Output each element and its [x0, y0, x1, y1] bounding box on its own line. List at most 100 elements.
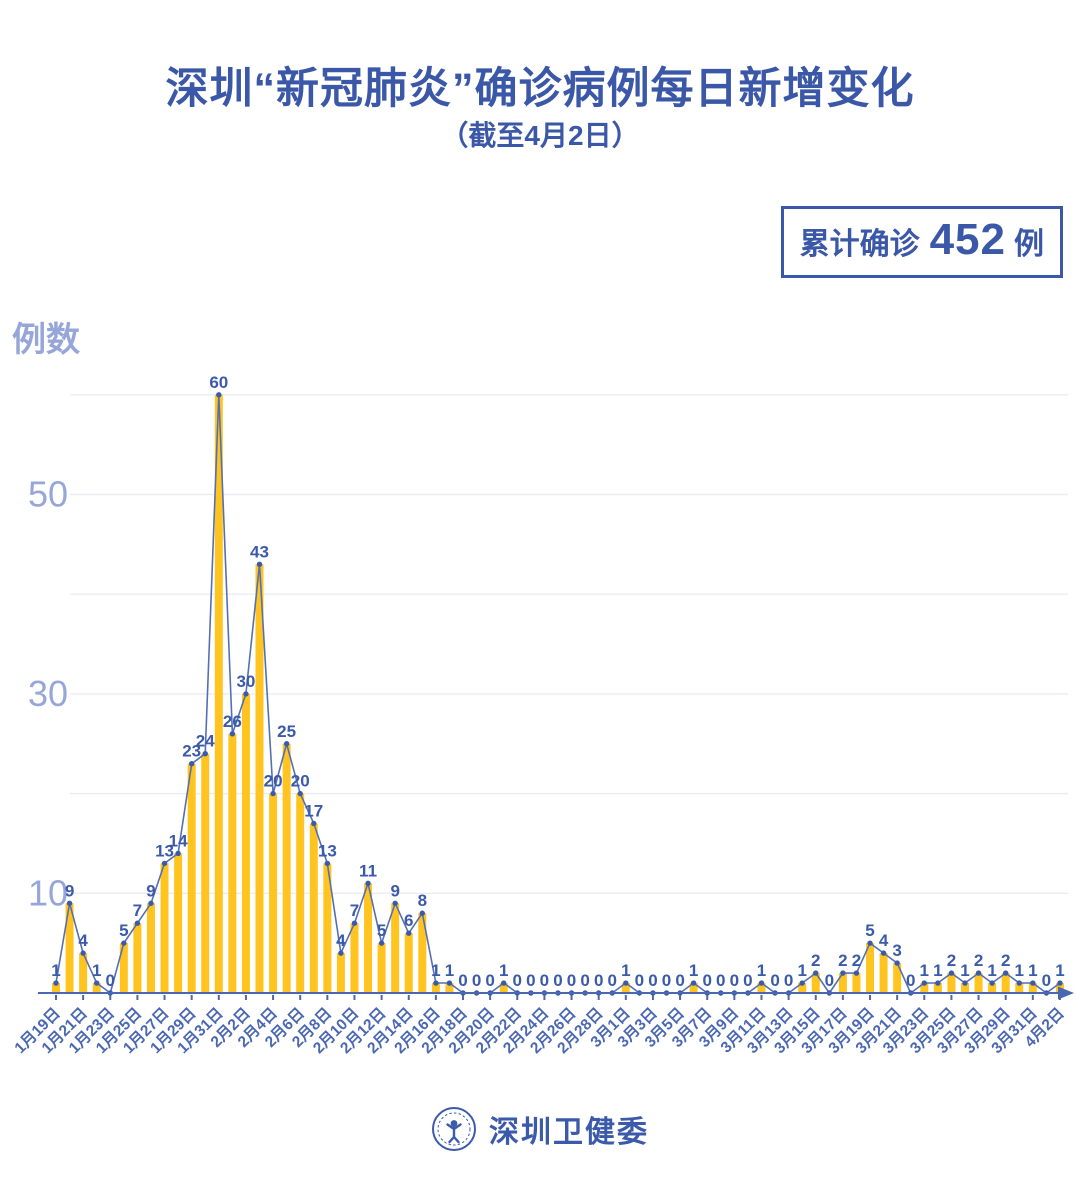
bar — [214, 394, 223, 993]
value-label: 5 — [377, 921, 386, 940]
value-label: 9 — [65, 881, 74, 900]
data-point — [161, 860, 168, 867]
data-point — [1002, 970, 1009, 976]
value-label: 1 — [1015, 961, 1024, 980]
data-point — [175, 850, 181, 857]
value-label: 1 — [499, 961, 508, 980]
value-label: 25 — [277, 722, 296, 741]
value-label: 0 — [906, 971, 915, 990]
value-label: 17 — [304, 802, 323, 821]
y-tick-label: 50 — [28, 474, 68, 515]
data-point — [948, 970, 955, 976]
data-point — [94, 980, 100, 986]
value-label: 26 — [223, 712, 242, 731]
data-point — [392, 900, 398, 906]
bar — [1001, 973, 1010, 993]
bar — [119, 943, 128, 993]
value-label: 13 — [155, 841, 174, 860]
cumulative-total-badge: 累计确诊 452 例 — [780, 206, 1063, 278]
value-label: 0 — [825, 971, 834, 990]
bar — [228, 733, 237, 993]
footer-org-name: 深圳卫健委 — [489, 1116, 649, 1149]
bar — [811, 973, 820, 993]
gridlines — [70, 394, 1068, 894]
y-tick-label: 10 — [28, 872, 68, 913]
bar — [92, 983, 101, 993]
data-point — [840, 970, 846, 976]
bar — [296, 793, 305, 993]
bar — [160, 863, 169, 993]
value-label: 0 — [458, 971, 467, 990]
bar — [336, 953, 345, 993]
bar — [255, 564, 264, 993]
y-axis-title: 例数 — [12, 321, 80, 359]
bar — [201, 753, 210, 993]
bar — [431, 983, 440, 993]
bar — [988, 983, 997, 993]
bars — [52, 394, 1064, 993]
data-point — [921, 980, 927, 986]
value-label: 3 — [892, 941, 901, 960]
bar — [621, 983, 630, 993]
value-label: 1 — [987, 961, 996, 980]
value-label: 0 — [635, 971, 644, 990]
data-point — [148, 900, 154, 906]
value-label: 0 — [594, 971, 603, 990]
bar — [1015, 983, 1024, 993]
badge-suffix: 例 — [1014, 228, 1044, 261]
page-subtitle: （截至4月2日） — [440, 120, 640, 151]
value-label: 0 — [526, 971, 535, 990]
page-title: 深圳“新冠肺炎”确诊病例每日新增变化 — [165, 65, 915, 113]
bar — [852, 973, 861, 993]
data-point — [1016, 980, 1022, 986]
data-point — [378, 940, 385, 946]
data-point — [351, 920, 358, 926]
value-label: 0 — [730, 971, 739, 990]
bar — [52, 983, 60, 993]
bar — [377, 943, 386, 993]
data-point — [53, 980, 59, 986]
data-point — [80, 950, 86, 956]
value-label: 11 — [359, 861, 377, 880]
data-point — [216, 392, 222, 398]
value-label: 0 — [784, 971, 793, 990]
value-label: 0 — [580, 971, 589, 990]
data-point — [202, 751, 208, 757]
value-label: 0 — [608, 971, 617, 990]
value-label: 4 — [78, 931, 88, 950]
bar — [309, 823, 318, 993]
value-label: 2 — [947, 951, 956, 970]
footer: 深圳卫健委 — [0, 1106, 1080, 1152]
data-point — [867, 940, 873, 946]
data-point — [134, 920, 141, 926]
bar — [187, 763, 196, 993]
data-point — [188, 760, 195, 767]
value-label: 0 — [553, 971, 562, 990]
data-point — [256, 561, 263, 567]
bar — [893, 963, 902, 993]
value-label: 4 — [336, 931, 346, 950]
bar — [757, 983, 766, 993]
value-label: 0 — [485, 971, 494, 990]
value-label: 0 — [540, 971, 549, 990]
value-label: 9 — [146, 881, 155, 900]
bar — [174, 853, 183, 993]
data-point — [243, 691, 249, 697]
value-label: 0 — [770, 971, 779, 990]
bar — [879, 953, 888, 993]
point-value-labels: 1941057913142324602630432025201713471159… — [51, 373, 1064, 990]
value-label: 4 — [879, 931, 889, 950]
value-label: 23 — [182, 742, 201, 761]
data-point — [229, 731, 236, 737]
data-point — [311, 820, 317, 827]
data-point — [121, 940, 127, 946]
value-label: 2 — [974, 951, 983, 970]
value-label: 1 — [445, 961, 454, 980]
bar — [418, 913, 427, 993]
value-label: 1 — [960, 961, 969, 980]
data-point — [338, 950, 344, 956]
value-label: 0 — [743, 971, 752, 990]
bar — [241, 693, 250, 993]
data-point — [989, 980, 995, 986]
